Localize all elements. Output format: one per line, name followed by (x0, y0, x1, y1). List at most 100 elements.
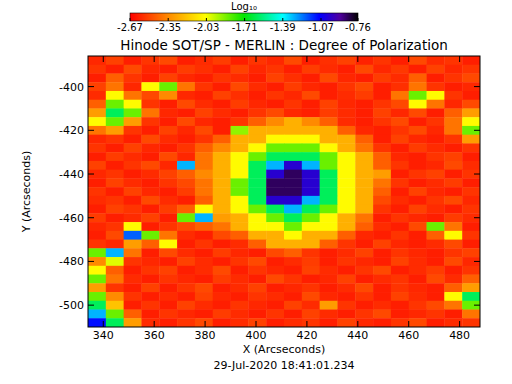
cell (141, 170, 159, 179)
cell (248, 292, 266, 301)
cell (177, 117, 195, 126)
cell (266, 240, 284, 249)
x-tick-top (256, 56, 257, 62)
cell (320, 213, 338, 222)
cell (462, 213, 480, 222)
colorbar-tick (244, 18, 245, 21)
cell (427, 126, 445, 135)
cell (177, 301, 195, 310)
cell (284, 178, 302, 187)
cell (391, 100, 409, 109)
cell (141, 100, 159, 109)
cell (355, 310, 373, 319)
cell (159, 108, 177, 117)
cell (159, 205, 177, 214)
cell (195, 135, 213, 144)
cell (355, 301, 373, 310)
cell (462, 56, 480, 65)
cell (266, 248, 284, 257)
cell (124, 73, 142, 82)
x-axis-label: X (Arcseconds) (243, 343, 325, 356)
cell (302, 205, 320, 214)
cell (284, 91, 302, 100)
cell (355, 117, 373, 126)
cell (302, 196, 320, 205)
cell (427, 283, 445, 292)
cell (462, 143, 480, 152)
cell (231, 82, 249, 91)
cell (141, 73, 159, 82)
cell (409, 205, 427, 214)
cell (444, 266, 462, 275)
cell (177, 108, 195, 117)
cell (409, 117, 427, 126)
x-tick-top (408, 56, 409, 62)
cell (373, 152, 391, 161)
cell (124, 318, 142, 327)
cell (444, 283, 462, 292)
x-tick-label: 440 (347, 329, 368, 342)
cell (248, 178, 266, 187)
cell (195, 117, 213, 126)
cell (337, 275, 355, 284)
cell (141, 248, 159, 257)
cell (409, 91, 427, 100)
y-tick (88, 305, 94, 306)
cell (373, 266, 391, 275)
cell (106, 73, 124, 82)
cell (159, 283, 177, 292)
cell (195, 205, 213, 214)
cell (409, 213, 427, 222)
x-tick-top (205, 56, 206, 62)
cell (337, 318, 355, 327)
cell (248, 266, 266, 275)
cell (337, 170, 355, 179)
cell (124, 143, 142, 152)
cell (444, 178, 462, 187)
cell (177, 100, 195, 109)
cell (141, 205, 159, 214)
x-tick-label: 420 (296, 329, 317, 342)
cell (462, 266, 480, 275)
cell (248, 65, 266, 74)
cell (177, 82, 195, 91)
cell (444, 143, 462, 152)
cell (427, 240, 445, 249)
cell (302, 91, 320, 100)
cell (373, 135, 391, 144)
cell (320, 143, 338, 152)
cell (302, 56, 320, 65)
cell (195, 56, 213, 65)
y-tick-label: -480 (59, 255, 84, 268)
cell (409, 126, 427, 135)
cell (320, 196, 338, 205)
cell (248, 108, 266, 117)
colorbar-tick (358, 18, 359, 21)
cell (266, 143, 284, 152)
cell (355, 205, 373, 214)
colorbar-tick (168, 18, 169, 21)
colorbar-tick-label: -2.67 (117, 22, 143, 33)
cell (106, 248, 124, 257)
cell (231, 275, 249, 284)
cell (106, 91, 124, 100)
cell (427, 152, 445, 161)
cell (88, 91, 106, 100)
cell (391, 187, 409, 196)
cell (373, 222, 391, 231)
cell (337, 205, 355, 214)
cell (409, 135, 427, 144)
cell (248, 248, 266, 257)
cell (302, 187, 320, 196)
cell (355, 178, 373, 187)
cell (373, 126, 391, 135)
cell (462, 257, 480, 266)
cell (409, 310, 427, 319)
cell (320, 292, 338, 301)
cell (213, 318, 231, 327)
x-tick-label: 480 (449, 329, 470, 342)
cell (231, 117, 249, 126)
cell (373, 240, 391, 249)
cell (373, 178, 391, 187)
cell (302, 73, 320, 82)
